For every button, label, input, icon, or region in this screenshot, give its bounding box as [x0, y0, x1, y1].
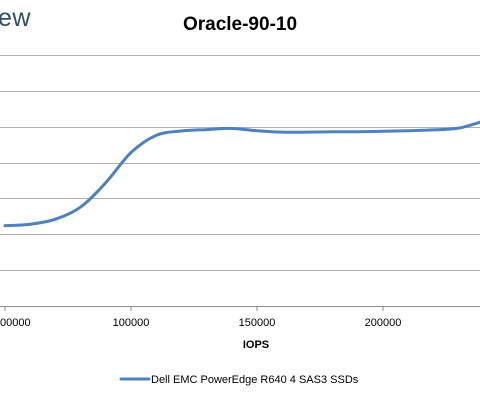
- legend-label: Dell EMC PowerEdge R640 4 SAS3 SSDs: [151, 374, 359, 386]
- x-tick-label: 00000: [0, 317, 31, 329]
- x-axis-label: IOPS: [243, 339, 269, 351]
- legend: Dell EMC PowerEdge R640 4 SAS3 SSDs: [119, 374, 359, 386]
- series-line: [3, 120, 480, 228]
- series-layer: [3, 120, 480, 228]
- x-tick-label: 100000: [113, 317, 150, 329]
- x-tick-labels: 00000 100000 150000 200000: [0, 306, 401, 329]
- x-tick-label: 150000: [239, 317, 276, 329]
- brand-watermark: ew: [0, 4, 31, 32]
- chart-title: Oracle-90-10: [182, 14, 298, 35]
- x-tick-label: 200000: [365, 317, 402, 329]
- gridlines: [0, 55, 480, 307]
